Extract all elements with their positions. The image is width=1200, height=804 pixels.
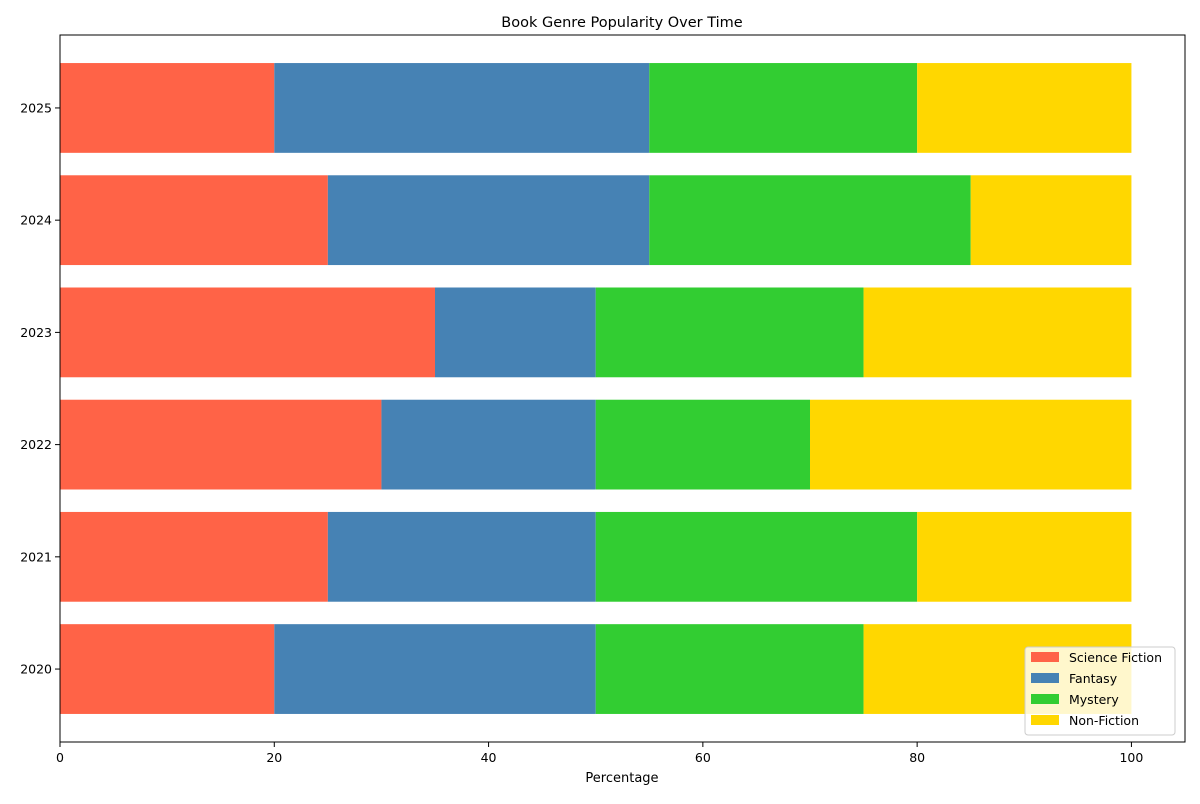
legend-swatch-non-fiction — [1031, 715, 1059, 725]
bar-non-fiction-2022 — [810, 399, 1132, 490]
x-tick-label: 100 — [1119, 750, 1143, 765]
bar-science-fiction-2020 — [60, 624, 275, 714]
legend-label-non-fiction: Non-Fiction — [1069, 713, 1139, 728]
legend: Science Fiction Fantasy Mystery Non-Fiction — [1024, 646, 1176, 736]
x-tick-label: 0 — [56, 750, 64, 765]
legend-box — [1024, 646, 1176, 736]
plot-frame — [59, 34, 1186, 743]
chart-title: Book Genre Popularity Over Time — [501, 15, 743, 31]
x-axis: 0 20 40 60 80 100 — [56, 742, 1143, 765]
bar-non-fiction-2025 — [917, 63, 1132, 153]
bar-science-fiction-2022 — [60, 399, 382, 490]
bar-non-fiction-2024 — [970, 175, 1132, 266]
bar-fantasy-2025 — [274, 63, 650, 153]
bar-mystery-2024 — [649, 175, 971, 266]
y-tick-label: 2025 — [20, 100, 52, 115]
y-tick-label: 2024 — [20, 213, 52, 228]
bar-fantasy-2022 — [381, 399, 596, 490]
legend-swatch-science-fiction — [1031, 652, 1059, 662]
y-tick-label: 2021 — [20, 549, 52, 564]
bar-mystery-2020 — [595, 624, 864, 714]
y-tick-label: 2023 — [20, 325, 52, 340]
bars-layer — [60, 63, 1132, 714]
legend-label-mystery: Mystery — [1069, 692, 1119, 707]
bar-fantasy-2020 — [274, 624, 596, 714]
legend-swatch-mystery — [1031, 694, 1059, 704]
bar-mystery-2022 — [595, 399, 810, 490]
bar-non-fiction-2021 — [917, 511, 1132, 602]
bar-science-fiction-2025 — [60, 63, 275, 153]
y-tick-label: 2020 — [20, 662, 52, 677]
legend-swatch-fantasy — [1031, 673, 1059, 683]
y-axis: 2020 2021 2022 2023 2024 2025 — [20, 100, 60, 677]
x-axis-label: Percentage — [585, 771, 658, 786]
x-tick-label: 40 — [481, 750, 497, 765]
bar-mystery-2023 — [595, 287, 864, 378]
bar-fantasy-2021 — [327, 511, 596, 602]
x-tick-label: 80 — [909, 750, 925, 765]
bar-mystery-2025 — [649, 63, 918, 153]
bar-science-fiction-2021 — [60, 511, 328, 602]
bar-science-fiction-2023 — [60, 287, 435, 378]
bar-fantasy-2023 — [435, 287, 596, 378]
legend-label-science-fiction: Science Fiction — [1069, 650, 1162, 665]
x-tick-label: 60 — [695, 750, 711, 765]
bar-science-fiction-2024 — [60, 175, 328, 266]
bar-non-fiction-2023 — [863, 287, 1132, 378]
legend-label-fantasy: Fantasy — [1069, 671, 1118, 686]
bar-mystery-2021 — [595, 511, 918, 602]
bar-fantasy-2024 — [327, 175, 650, 266]
y-tick-label: 2022 — [20, 437, 52, 452]
x-tick-label: 20 — [266, 750, 282, 765]
